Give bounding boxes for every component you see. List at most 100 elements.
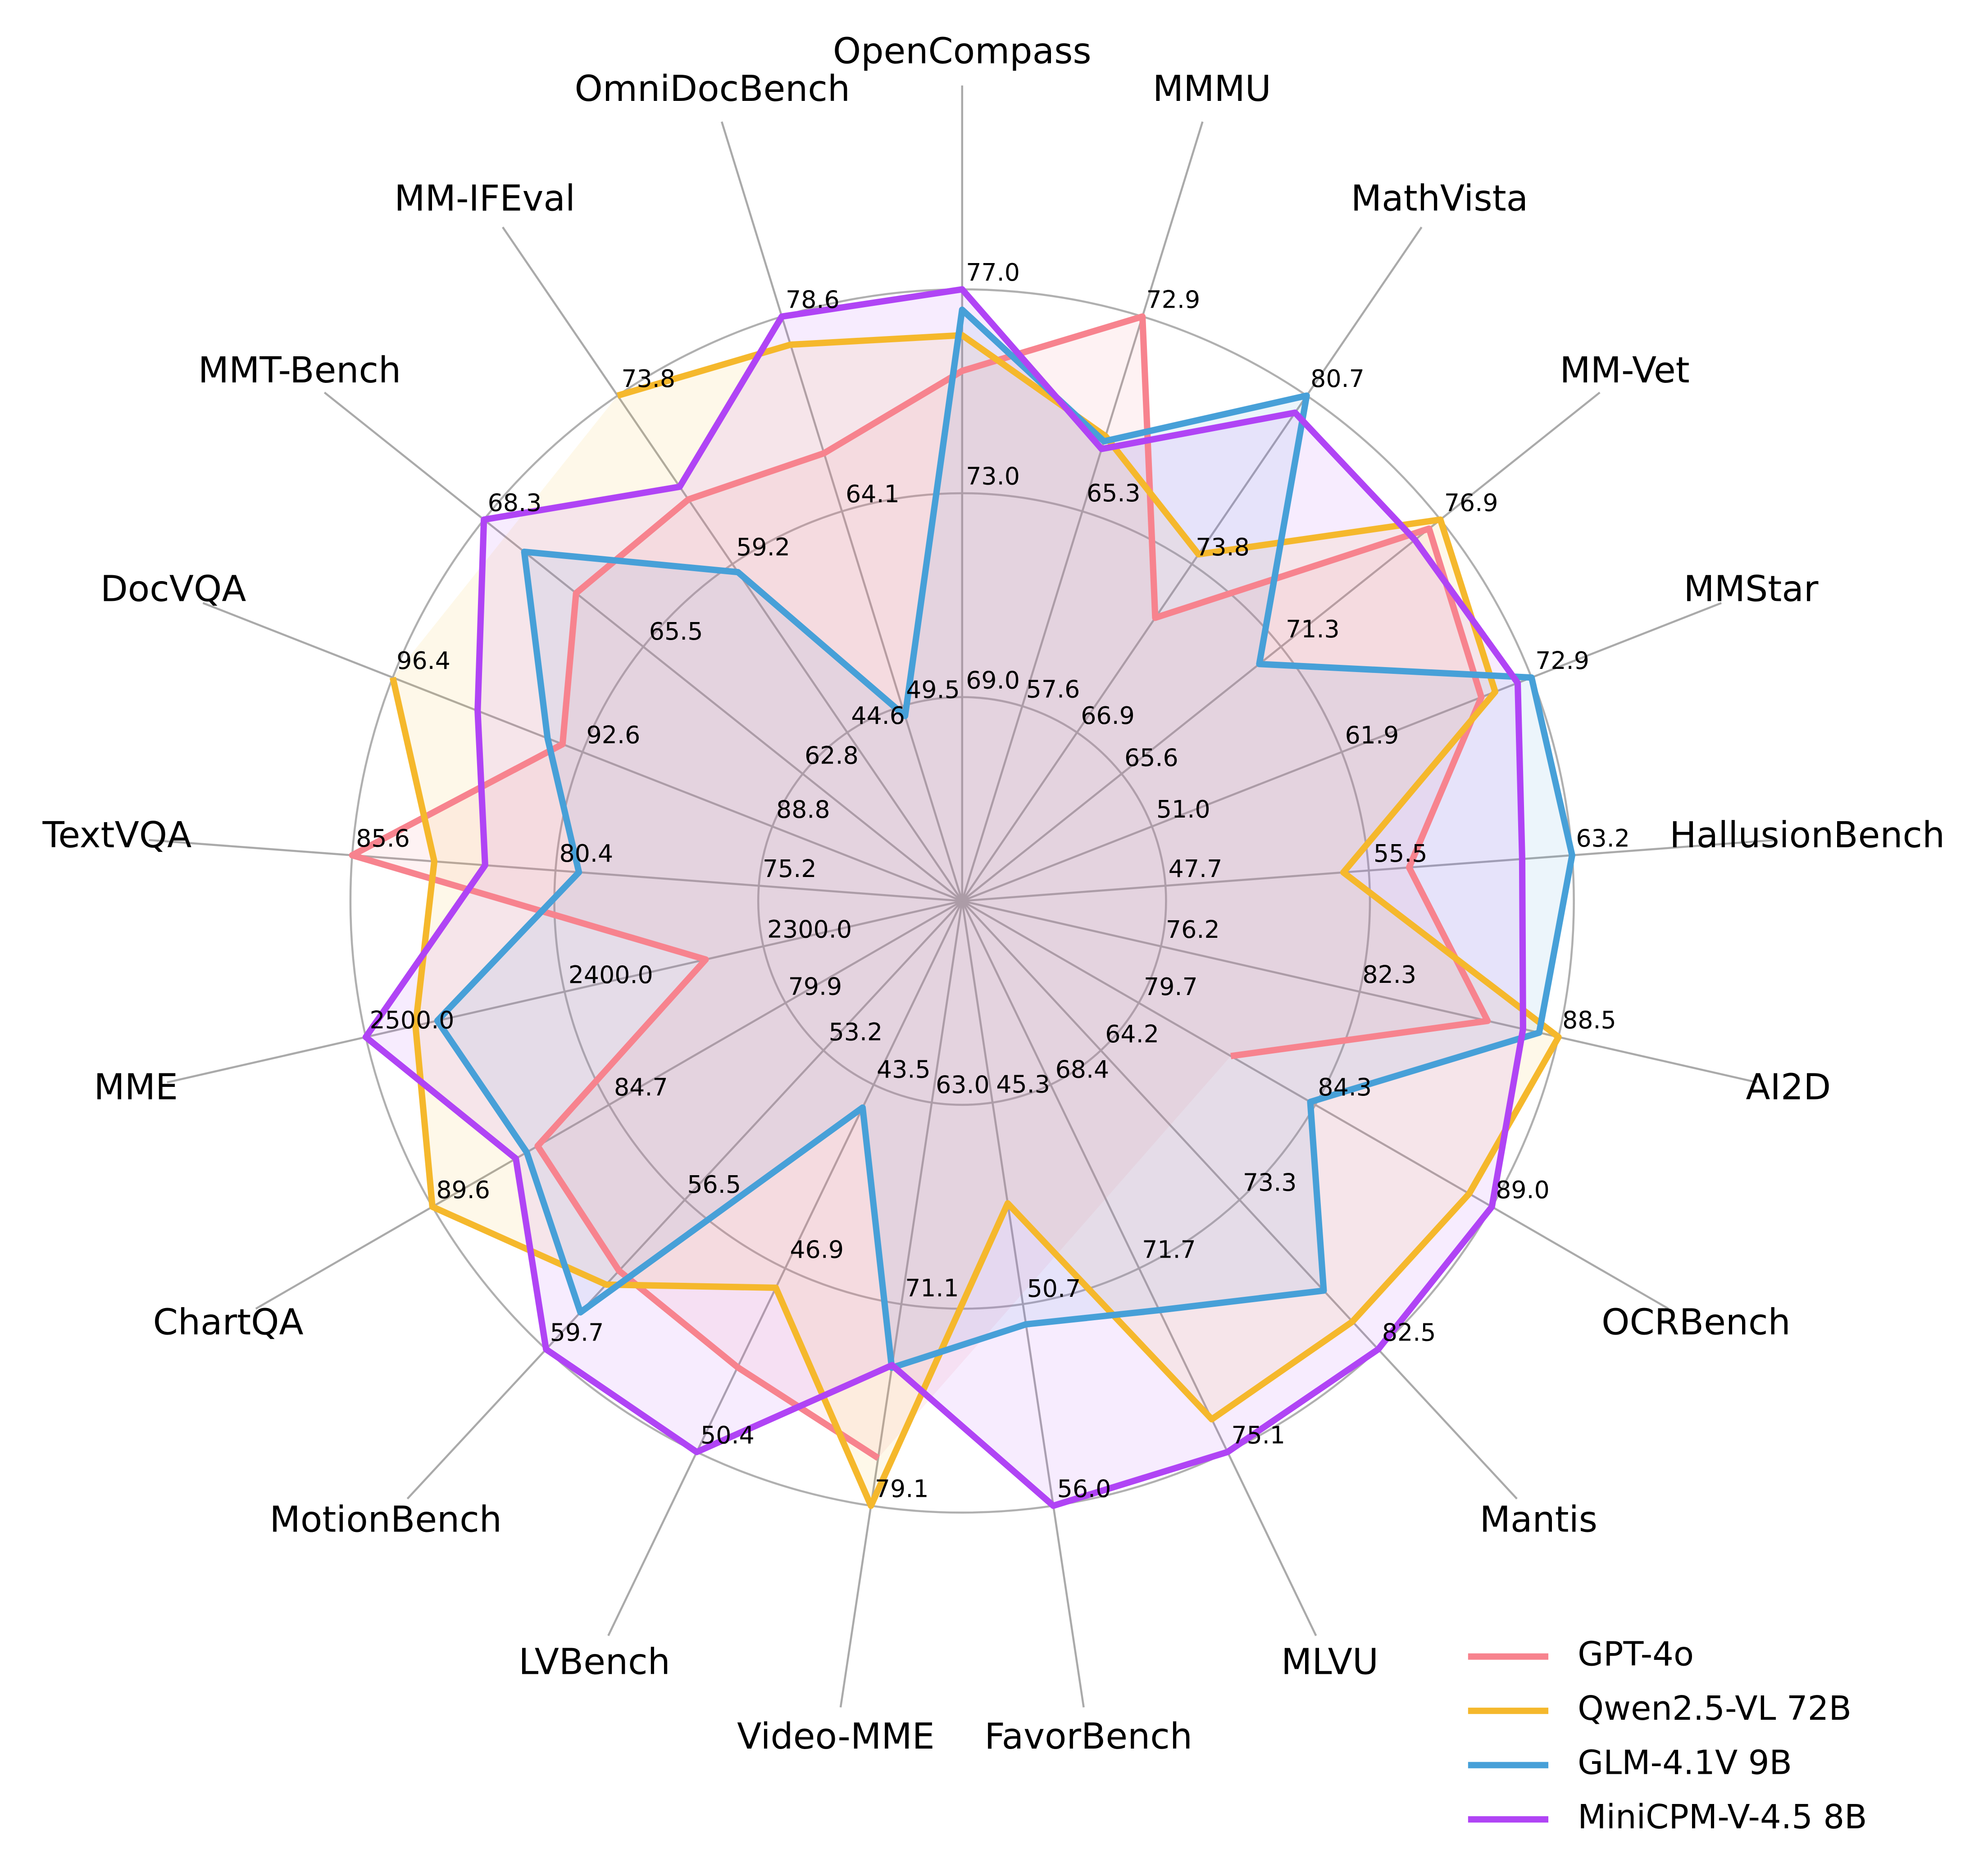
- tick-label: 89.0: [1496, 1176, 1550, 1204]
- tick-label: 65.5: [649, 617, 703, 645]
- axis-category-label: MotionBench: [270, 1499, 502, 1540]
- tick-label: 82.5: [1382, 1318, 1436, 1346]
- tick-label: 56.0: [1057, 1475, 1111, 1503]
- tick-label: 79.7: [1144, 972, 1198, 1001]
- tick-label: 96.4: [396, 646, 450, 675]
- axis-category-label: MM-Vet: [1560, 349, 1689, 391]
- tick-label: 73.0: [966, 462, 1020, 491]
- series-area: [437, 309, 1572, 1368]
- tick-label: 49.5: [906, 675, 960, 704]
- tick-label: 43.5: [877, 1055, 931, 1084]
- tick-label: 55.5: [1374, 839, 1428, 868]
- tick-label: 80.4: [560, 839, 614, 868]
- tick-label: 50.7: [1027, 1274, 1081, 1303]
- tick-label: 57.6: [1026, 675, 1080, 703]
- tick-label: 76.9: [1444, 488, 1498, 517]
- axis-category-label: MMStar: [1683, 568, 1818, 609]
- tick-label: 2400.0: [569, 960, 653, 989]
- tick-label: 50.4: [701, 1421, 755, 1449]
- tick-label: 51.0: [1156, 795, 1210, 823]
- lines: [349, 286, 1575, 1509]
- tick-label: 46.9: [790, 1236, 844, 1264]
- tick-label: 80.7: [1310, 364, 1365, 393]
- tick-label: 73.3: [1243, 1168, 1297, 1196]
- tick-label: 45.3: [996, 1070, 1050, 1099]
- axis-line: [255, 900, 963, 1310]
- axis-category-label: FavorBench: [984, 1715, 1192, 1757]
- tick-label: 68.3: [488, 488, 542, 517]
- axis-line: [961, 227, 1423, 902]
- axis-category-label: HallusionBench: [1670, 814, 1945, 856]
- legend-label: Qwen2.5-VL 72B: [1578, 1690, 1852, 1728]
- tick-label: 63.2: [1576, 824, 1630, 852]
- axis-line: [961, 900, 1669, 1310]
- tick-label: 64.1: [846, 480, 900, 508]
- tick-label: 65.6: [1124, 743, 1178, 772]
- tick-label: 56.5: [687, 1170, 741, 1199]
- axis-category-label: OmniDocBench: [575, 68, 851, 109]
- tick-label: 79.9: [788, 972, 842, 1001]
- axis-category-label: MMT-Bench: [198, 349, 401, 391]
- tick-label: 65.3: [1087, 479, 1141, 507]
- tick-label: 47.7: [1169, 854, 1223, 883]
- axis-line: [607, 900, 963, 1636]
- tick-label: 75.2: [763, 854, 817, 883]
- tick-label: 59.2: [736, 533, 790, 561]
- axis-line: [720, 121, 963, 901]
- axis-category-label: Mantis: [1480, 1499, 1597, 1540]
- tick-label: 82.3: [1362, 960, 1416, 989]
- labels: OpenCompass MMMU MathVista MM-Vet MMStar Hall…: [42, 30, 1945, 1757]
- legend-label: GLM-4.1V 9B: [1578, 1744, 1792, 1782]
- axis-line: [961, 900, 1317, 1636]
- tick-label: 68.4: [1055, 1055, 1110, 1084]
- axis-line: [167, 900, 963, 1084]
- series-line: [389, 332, 1562, 1509]
- axis-category-label: MathVista: [1351, 177, 1528, 219]
- axis-line: [962, 839, 1776, 902]
- axis-line: [961, 121, 1204, 901]
- tick-label: 66.9: [1081, 701, 1135, 730]
- axis-category-label: MME: [94, 1066, 178, 1108]
- tick-label: 59.7: [550, 1318, 604, 1346]
- axis-category-label: OCRBench: [1601, 1301, 1791, 1343]
- axis-line: [406, 900, 963, 1499]
- legend-label: GPT-4o: [1578, 1636, 1694, 1674]
- legend-label: MiniCPM-V-4.5 8B: [1578, 1798, 1867, 1836]
- tick-label: 73.8: [1196, 533, 1250, 561]
- tick-label: 92.6: [587, 721, 641, 749]
- axis-category-label: MM-IFEval: [394, 177, 575, 219]
- series-line: [362, 286, 1526, 1509]
- axis-line: [202, 602, 963, 902]
- axis-line: [502, 227, 963, 902]
- tick-label: 78.6: [786, 285, 840, 314]
- axis-category-label: AI2D: [1746, 1066, 1831, 1108]
- axis-category-label: TextVQA: [42, 814, 191, 856]
- axis-category-label: Video-MME: [737, 1715, 935, 1757]
- tick-label: 71.3: [1286, 615, 1340, 643]
- tick-label: 71.7: [1142, 1235, 1196, 1263]
- tick-label: 61.9: [1345, 721, 1399, 750]
- tick-label: 77.0: [966, 258, 1020, 286]
- tick-label: 76.2: [1166, 915, 1220, 944]
- tick-label: 79.1: [875, 1475, 929, 1503]
- tick-label: 63.0: [936, 1071, 990, 1099]
- tick-label: 84.7: [614, 1073, 668, 1101]
- tick-label: 72.9: [1535, 646, 1589, 675]
- tick-label: 71.1: [905, 1274, 959, 1302]
- tick-label: 72.9: [1146, 285, 1200, 314]
- axis-line: [149, 839, 962, 902]
- tick-label: 62.8: [805, 741, 859, 769]
- tick-label: 85.6: [356, 824, 410, 852]
- grid: [149, 85, 1776, 1708]
- tick-label: 2300.0: [767, 915, 852, 944]
- legend: GPT-4o Qwen2.5-VL 72B GLM-4.1V 9B MiniCPM-V…: [1468, 1636, 1867, 1836]
- tick-label: 53.2: [829, 1018, 883, 1046]
- tick-label: 89.6: [436, 1176, 490, 1204]
- axis-line: [961, 391, 1601, 902]
- tick-label: 2500.0: [369, 1006, 454, 1034]
- tick-label: 75.1: [1231, 1421, 1285, 1449]
- series-area: [352, 316, 1488, 1459]
- axis-line: [839, 900, 964, 1708]
